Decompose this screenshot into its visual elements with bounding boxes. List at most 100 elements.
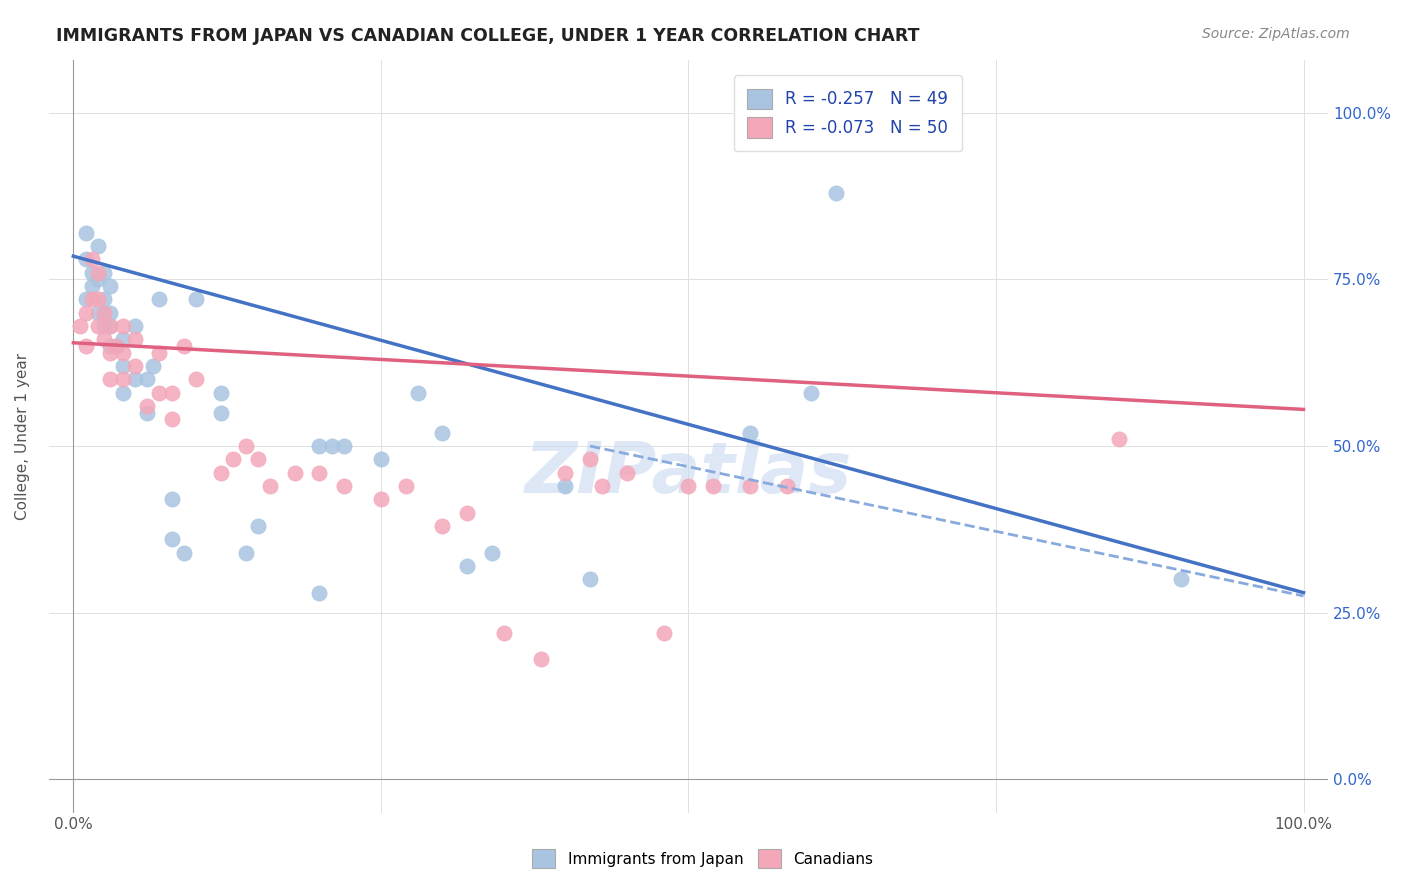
Point xyxy=(148,385,170,400)
Point xyxy=(111,333,134,347)
Point xyxy=(616,466,638,480)
Point xyxy=(98,339,121,353)
Point xyxy=(87,319,110,334)
Point xyxy=(93,306,115,320)
Point xyxy=(432,519,454,533)
Point xyxy=(209,406,232,420)
Point xyxy=(370,492,392,507)
Point xyxy=(456,559,478,574)
Point xyxy=(87,266,110,280)
Point xyxy=(209,466,232,480)
Point xyxy=(678,479,700,493)
Point xyxy=(406,385,429,400)
Point xyxy=(308,439,330,453)
Point xyxy=(209,385,232,400)
Point xyxy=(370,452,392,467)
Point xyxy=(93,319,115,334)
Point xyxy=(554,466,576,480)
Point xyxy=(124,359,146,373)
Point xyxy=(825,186,848,200)
Point xyxy=(142,359,165,373)
Legend: R = -0.257   N = 49, R = -0.073   N = 50: R = -0.257 N = 49, R = -0.073 N = 50 xyxy=(734,76,962,151)
Point xyxy=(69,319,91,334)
Point xyxy=(259,479,281,493)
Point xyxy=(111,345,134,359)
Point xyxy=(738,479,761,493)
Point xyxy=(98,372,121,386)
Point xyxy=(652,625,675,640)
Point xyxy=(87,239,110,253)
Point xyxy=(394,479,416,493)
Point xyxy=(80,266,103,280)
Point xyxy=(492,625,515,640)
Point xyxy=(75,293,97,307)
Point xyxy=(432,425,454,440)
Point xyxy=(235,546,257,560)
Point xyxy=(321,439,343,453)
Point xyxy=(308,466,330,480)
Point xyxy=(800,385,823,400)
Point xyxy=(246,519,269,533)
Point xyxy=(186,372,208,386)
Point xyxy=(456,506,478,520)
Point xyxy=(98,319,121,334)
Point xyxy=(160,412,183,426)
Point xyxy=(98,306,121,320)
Point xyxy=(80,252,103,267)
Point xyxy=(702,479,724,493)
Point xyxy=(98,345,121,359)
Point xyxy=(111,385,134,400)
Point xyxy=(98,319,121,334)
Point xyxy=(738,425,761,440)
Point xyxy=(75,226,97,240)
Point xyxy=(554,479,576,493)
Legend: Immigrants from Japan, Canadians: Immigrants from Japan, Canadians xyxy=(524,841,882,875)
Point xyxy=(173,546,195,560)
Point xyxy=(481,546,503,560)
Point xyxy=(111,372,134,386)
Point xyxy=(93,306,115,320)
Point xyxy=(75,306,97,320)
Text: Source: ZipAtlas.com: Source: ZipAtlas.com xyxy=(1202,27,1350,41)
Point xyxy=(246,452,269,467)
Point xyxy=(105,339,128,353)
Y-axis label: College, Under 1 year: College, Under 1 year xyxy=(15,352,30,520)
Point xyxy=(124,372,146,386)
Point xyxy=(111,359,134,373)
Text: IMMIGRANTS FROM JAPAN VS CANADIAN COLLEGE, UNDER 1 YEAR CORRELATION CHART: IMMIGRANTS FROM JAPAN VS CANADIAN COLLEG… xyxy=(56,27,920,45)
Point xyxy=(591,479,613,493)
Point xyxy=(333,439,356,453)
Point xyxy=(93,333,115,347)
Point xyxy=(776,479,799,493)
Point xyxy=(93,293,115,307)
Point xyxy=(105,339,128,353)
Point xyxy=(136,399,159,413)
Point xyxy=(160,385,183,400)
Point xyxy=(98,279,121,293)
Point xyxy=(235,439,257,453)
Point xyxy=(93,266,115,280)
Point xyxy=(148,293,170,307)
Point xyxy=(333,479,356,493)
Point xyxy=(75,339,97,353)
Text: ZIPatlas: ZIPatlas xyxy=(524,439,852,508)
Point xyxy=(579,572,602,586)
Point xyxy=(87,306,110,320)
Point xyxy=(579,452,602,467)
Point xyxy=(148,345,170,359)
Point xyxy=(308,585,330,599)
Point xyxy=(160,492,183,507)
Point xyxy=(173,339,195,353)
Point xyxy=(530,652,553,666)
Point xyxy=(87,293,110,307)
Point xyxy=(222,452,245,467)
Point xyxy=(87,272,110,286)
Point xyxy=(284,466,307,480)
Point xyxy=(75,252,97,267)
Point xyxy=(124,319,146,334)
Point xyxy=(136,372,159,386)
Point xyxy=(124,333,146,347)
Point xyxy=(80,293,103,307)
Point xyxy=(136,406,159,420)
Point xyxy=(1108,433,1130,447)
